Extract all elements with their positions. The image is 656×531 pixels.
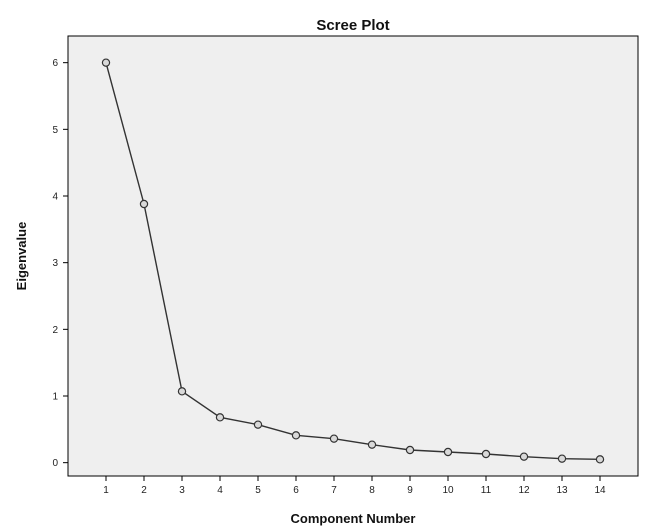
y-tick-label: 6 — [52, 58, 58, 69]
x-tick-label: 14 — [594, 485, 606, 496]
data-point — [139, 199, 149, 209]
data-point — [367, 440, 377, 449]
y-axis: 0 1 2 3 4 5 6 — [52, 58, 68, 469]
x-tick-label: 12 — [518, 485, 530, 496]
x-tick-label: 2 — [141, 485, 147, 496]
data-point — [481, 449, 491, 459]
y-tick-label: 3 — [52, 258, 58, 269]
y-axis-label: Eigenvalue — [14, 222, 29, 291]
x-tick-label: 6 — [293, 485, 299, 496]
x-tick-label: 10 — [442, 485, 454, 496]
data-point — [177, 387, 187, 396]
data-point — [215, 413, 225, 422]
chart-title: Scree Plot — [316, 17, 389, 34]
data-point — [595, 455, 605, 464]
x-tick-label: 9 — [407, 485, 413, 496]
x-tick-label: 3 — [179, 485, 185, 496]
x-tick-label: 5 — [255, 485, 261, 496]
data-point — [557, 454, 567, 463]
x-axis-label: Component Number — [291, 511, 416, 526]
x-tick-label: 8 — [369, 485, 375, 496]
x-axis: 1 2 3 4 5 6 7 8 9 10 11 12 13 14 — [103, 476, 606, 496]
y-tick-label: 4 — [52, 192, 58, 203]
data-point — [443, 447, 453, 457]
x-tick-label: 13 — [556, 485, 568, 496]
y-tick-label: 2 — [52, 325, 58, 336]
x-tick-label: 11 — [481, 485, 492, 496]
x-tick-label: 4 — [217, 485, 223, 496]
y-tick-label: 0 — [52, 458, 58, 469]
y-tick-label: 1 — [52, 392, 58, 403]
y-tick-label: 5 — [52, 125, 58, 136]
series-group — [101, 58, 605, 464]
data-point — [405, 445, 415, 455]
plot-area — [67, 35, 639, 477]
data-point — [291, 431, 301, 440]
data-point — [519, 452, 529, 461]
x-tick-label: 7 — [331, 485, 337, 496]
x-tick-label: 1 — [103, 485, 109, 496]
data-point — [329, 434, 339, 443]
data-point — [101, 58, 111, 67]
data-point — [253, 420, 263, 429]
eigenvalue-line — [105, 62, 601, 461]
